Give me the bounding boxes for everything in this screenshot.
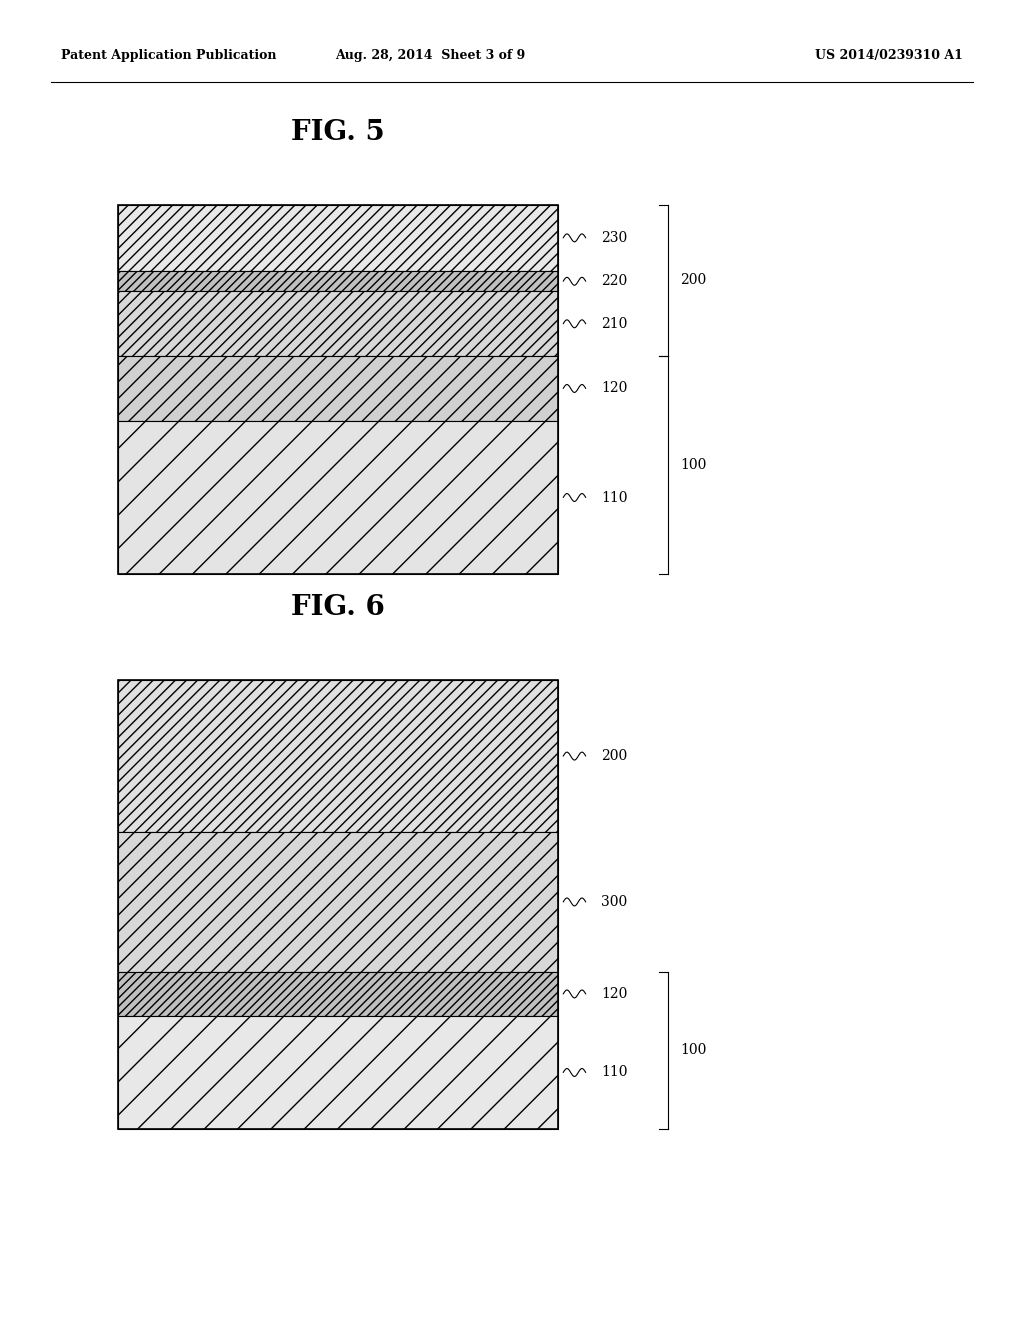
Text: 200: 200 [680, 273, 707, 288]
Text: 200: 200 [601, 748, 628, 763]
Text: 110: 110 [601, 1065, 628, 1080]
Bar [118, 680, 558, 833]
Bar [118, 205, 558, 271]
Text: Patent Application Publication: Patent Application Publication [61, 49, 276, 62]
Text: 300: 300 [601, 895, 628, 909]
Text: 100: 100 [680, 458, 707, 473]
Bar [118, 356, 558, 421]
Bar [118, 680, 558, 1129]
Text: 230: 230 [601, 231, 628, 246]
Bar [118, 972, 558, 1016]
Text: FIG. 5: FIG. 5 [291, 119, 385, 145]
Text: 120: 120 [601, 381, 628, 396]
Text: 120: 120 [601, 987, 628, 1001]
Text: Aug. 28, 2014  Sheet 3 of 9: Aug. 28, 2014 Sheet 3 of 9 [335, 49, 525, 62]
Text: 220: 220 [601, 275, 628, 288]
Bar [118, 271, 558, 292]
Text: FIG. 6: FIG. 6 [291, 594, 385, 620]
Bar [118, 833, 558, 972]
Text: US 2014/0239310 A1: US 2014/0239310 A1 [815, 49, 963, 62]
Bar [118, 292, 558, 356]
Text: 100: 100 [680, 1043, 707, 1057]
Text: 110: 110 [601, 491, 628, 504]
Text: 210: 210 [601, 317, 628, 331]
Bar [118, 205, 558, 574]
Bar [118, 421, 558, 574]
Bar [118, 1016, 558, 1129]
